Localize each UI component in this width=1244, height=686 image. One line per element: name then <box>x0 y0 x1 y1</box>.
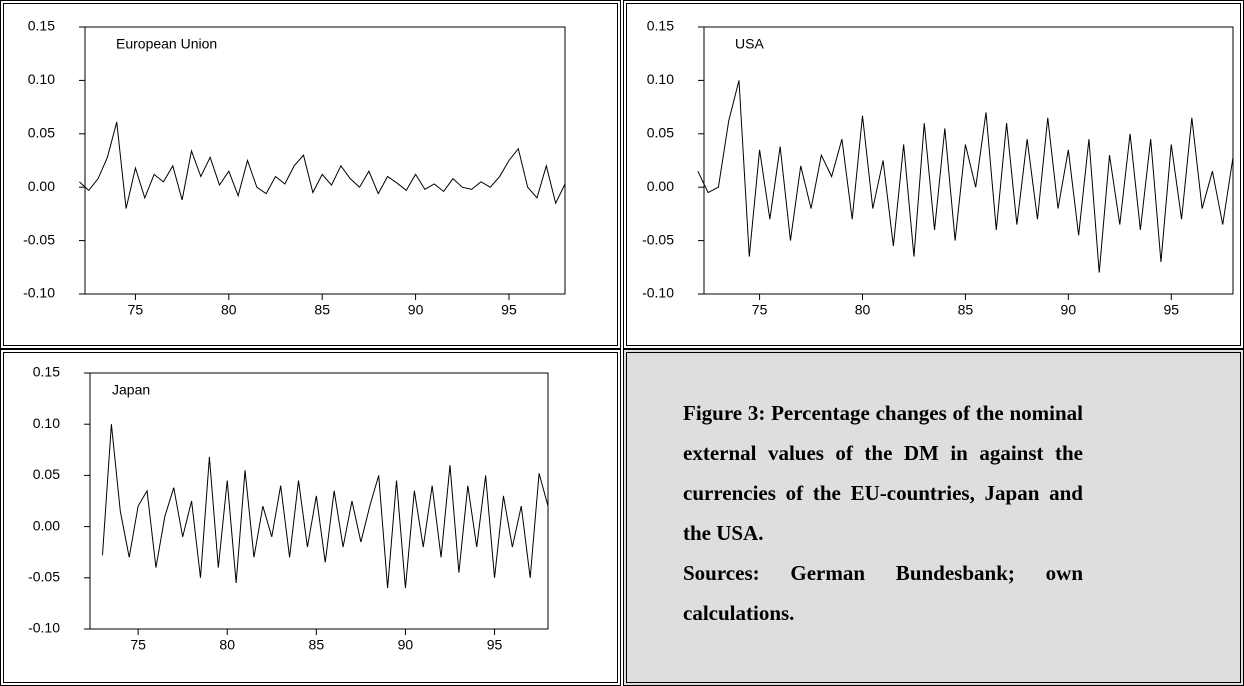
chart: -0.10 -0.05 0.00 0.05 0.10 0.15 75 80 85 90 95 Euro… <box>23 18 566 318</box>
x-tick-label: 95 <box>1163 302 1179 318</box>
series-line <box>101 424 549 589</box>
x-tick-label: 95 <box>501 302 517 318</box>
series-line <box>697 80 1234 273</box>
x-tick-label: 95 <box>487 637 503 653</box>
chart: -0.10 -0.05 0.00 0.05 0.10 0.15 75 80 85 90 95 USA <box>642 18 1234 318</box>
x-tick-label: 85 <box>314 302 330 318</box>
series-line <box>79 121 566 209</box>
y-tick-label: -0.10 <box>642 285 674 301</box>
x-tick-label: 80 <box>855 302 871 318</box>
caption-text: Figure 3: Percentage changes of the nomi… <box>683 401 1083 545</box>
x-tick-label: 75 <box>130 637 146 653</box>
y-tick-label: -0.05 <box>642 231 674 247</box>
x-tick-label: 75 <box>128 302 144 318</box>
y-tick-label: -0.10 <box>23 285 55 301</box>
chart: -0.10 -0.05 0.00 0.05 0.10 0.15 75 80 85 90 95 Japa… <box>28 364 549 653</box>
y-tick-label: 0.05 <box>647 125 674 141</box>
x-tick-label: 90 <box>398 637 414 653</box>
y-tick-label: 0.15 <box>647 18 674 34</box>
x-tick-label: 80 <box>221 302 237 318</box>
panel-usa: -0.10 -0.05 0.00 0.05 0.10 0.15 75 80 85 90 95 USA <box>623 0 1244 349</box>
y-tick-label: -0.05 <box>23 231 55 247</box>
x-tick-label: 90 <box>408 302 424 318</box>
series-label: USA <box>735 36 764 52</box>
caption-source: Sources: German Bundesbank; own calculat… <box>683 561 1083 625</box>
y-tick-label: 0.05 <box>28 125 55 141</box>
y-tick-label: 0.10 <box>647 71 674 87</box>
caption-panel: Figure 3: Percentage changes of the nomi… <box>623 349 1244 686</box>
x-tick-label: 85 <box>309 637 325 653</box>
series-label: European Union <box>116 36 217 52</box>
plot-frame <box>89 372 549 630</box>
plot-frame <box>84 26 566 295</box>
x-tick-label: 90 <box>1061 302 1077 318</box>
y-tick-label: -0.05 <box>28 569 60 585</box>
y-tick-label: 0.10 <box>28 71 55 87</box>
x-tick-label: 80 <box>219 637 235 653</box>
caption: Figure 3: Percentage changes of the nomi… <box>683 393 1083 633</box>
y-tick-label: 0.00 <box>33 517 60 533</box>
y-tick-label: 0.15 <box>28 18 55 34</box>
y-tick-label: 0.10 <box>33 415 60 431</box>
plot-frame <box>703 26 1234 295</box>
x-tick-label: 75 <box>752 302 768 318</box>
y-tick-label: 0.05 <box>33 466 60 482</box>
y-tick-label: 0.15 <box>33 364 60 380</box>
x-tick-label: 85 <box>958 302 974 318</box>
y-tick-label: -0.10 <box>28 620 60 636</box>
y-tick-label: 0.00 <box>647 178 674 194</box>
y-tick-label: 0.00 <box>28 178 55 194</box>
panel-eu: -0.10 -0.05 0.00 0.05 0.10 0.15 75 80 85 90 95 Euro… <box>0 0 621 349</box>
panel-japan: -0.10 -0.05 0.00 0.05 0.10 0.15 75 80 85 90 95 Japa… <box>0 349 621 686</box>
series-label: Japan <box>112 382 150 398</box>
